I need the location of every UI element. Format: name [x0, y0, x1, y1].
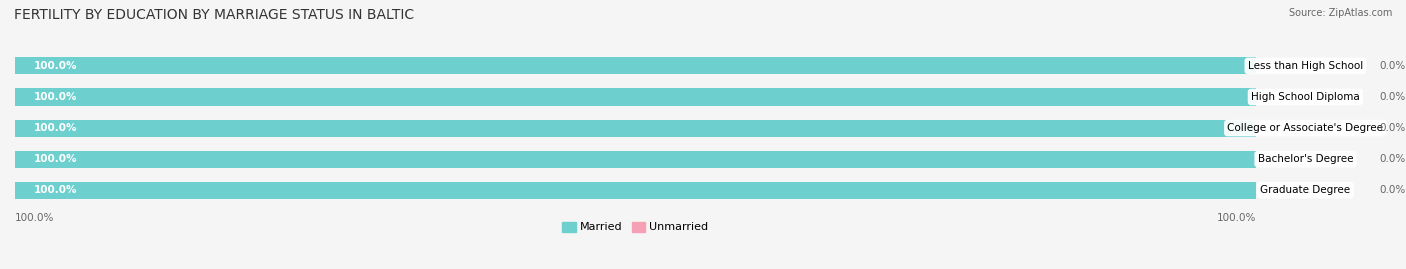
Text: 0.0%: 0.0% — [1379, 123, 1406, 133]
Text: Bachelor's Degree: Bachelor's Degree — [1257, 154, 1353, 164]
Bar — [15, 57, 1256, 75]
Bar — [15, 57, 1256, 75]
Text: Less than High School: Less than High School — [1247, 61, 1362, 71]
Text: 100.0%: 100.0% — [34, 92, 77, 102]
Bar — [15, 182, 1256, 199]
Text: 100.0%: 100.0% — [1216, 213, 1256, 222]
Text: 100.0%: 100.0% — [34, 123, 77, 133]
Bar — [1256, 119, 1355, 137]
Bar — [15, 89, 1256, 105]
Text: 0.0%: 0.0% — [1379, 92, 1406, 102]
Text: 100.0%: 100.0% — [15, 213, 55, 222]
Text: FERTILITY BY EDUCATION BY MARRIAGE STATUS IN BALTIC: FERTILITY BY EDUCATION BY MARRIAGE STATU… — [14, 8, 415, 22]
Text: 100.0%: 100.0% — [34, 185, 77, 195]
Text: Source: ZipAtlas.com: Source: ZipAtlas.com — [1288, 8, 1392, 18]
Bar — [1256, 57, 1355, 75]
Text: College or Associate's Degree: College or Associate's Degree — [1227, 123, 1384, 133]
Text: 0.0%: 0.0% — [1379, 185, 1406, 195]
Legend: Married, Unmarried: Married, Unmarried — [562, 222, 709, 232]
Text: 100.0%: 100.0% — [34, 61, 77, 71]
Text: Graduate Degree: Graduate Degree — [1260, 185, 1351, 195]
Text: 0.0%: 0.0% — [1379, 61, 1406, 71]
Bar — [15, 89, 1256, 105]
Bar — [15, 119, 1256, 137]
Bar — [15, 119, 1256, 137]
Text: 0.0%: 0.0% — [1379, 154, 1406, 164]
Bar — [15, 151, 1256, 168]
Bar — [1256, 89, 1355, 105]
Text: 100.0%: 100.0% — [34, 154, 77, 164]
Text: High School Diploma: High School Diploma — [1251, 92, 1360, 102]
Bar — [15, 182, 1256, 199]
Bar — [1256, 151, 1355, 168]
Bar — [15, 151, 1256, 168]
Bar — [1256, 182, 1355, 199]
